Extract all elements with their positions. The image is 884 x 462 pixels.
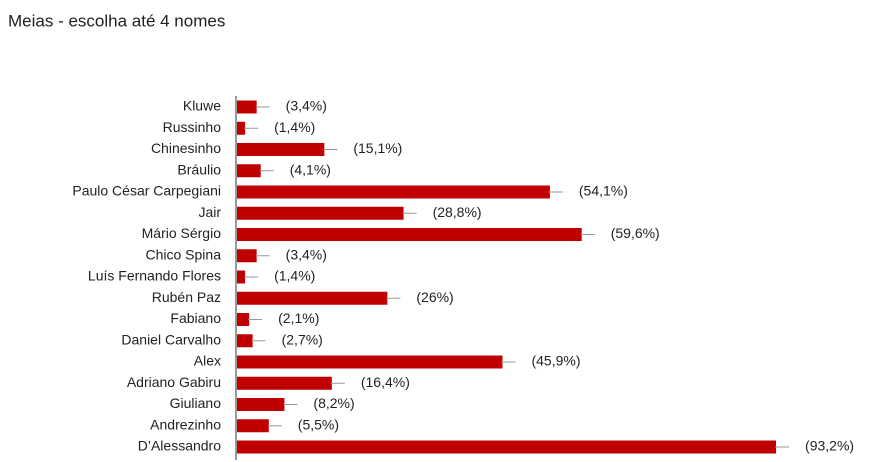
value-label: (2,7%) — [282, 331, 323, 347]
value-label: (28,8%) — [433, 204, 482, 220]
bar — [237, 419, 269, 433]
y-tick-label: Alex — [194, 353, 221, 369]
y-tick-label: D’Alessandro — [138, 438, 221, 454]
value-label: (54,1%) — [579, 183, 628, 199]
y-tick-label: Jair — [198, 204, 221, 220]
y-tick-label: Adriano Gabiru — [127, 374, 221, 390]
value-label: (1,4%) — [274, 119, 315, 135]
value-label: (4,1%) — [290, 161, 331, 177]
bar — [237, 440, 777, 454]
value-label: (3,4%) — [286, 246, 327, 262]
y-tick-label: Russinho — [163, 119, 222, 135]
y-tick-label: Daniel Carvalho — [121, 331, 221, 347]
value-label: (3,4%) — [286, 98, 327, 114]
bar — [237, 355, 503, 369]
value-label: (45,9%) — [531, 353, 580, 369]
value-label: (8,2%) — [313, 395, 354, 411]
bar — [237, 100, 257, 114]
bar — [237, 143, 325, 156]
value-label: (59,6%) — [611, 225, 660, 241]
y-tick-label: Andrezinho — [150, 416, 221, 432]
bar — [237, 334, 253, 348]
bar — [237, 206, 404, 220]
bar — [237, 270, 246, 284]
value-label: (5,5%) — [298, 416, 339, 432]
y-tick-label: Fabiano — [170, 310, 221, 326]
y-tick-label: Chico Spina — [146, 246, 222, 262]
value-label: (93,2%) — [805, 438, 854, 454]
y-tick-label: Luís Fernando Flores — [88, 268, 221, 284]
bar — [237, 313, 250, 326]
y-tick-label: Giuliano — [170, 395, 222, 411]
value-label: (2,1%) — [278, 310, 319, 326]
value-label: (16,4%) — [361, 374, 410, 390]
y-tick-label: Paulo César Carpegiani — [72, 183, 221, 199]
bar — [237, 398, 285, 411]
y-tick-label: Mário Sérgio — [142, 225, 222, 241]
bar — [237, 185, 550, 199]
bar — [237, 249, 257, 263]
bar — [237, 228, 582, 241]
bar — [237, 291, 388, 305]
bar — [237, 121, 246, 135]
value-label: (15,1%) — [353, 140, 402, 156]
chart-title: Meias - escolha até 4 nomes — [8, 11, 225, 30]
bar — [237, 164, 261, 178]
y-tick-label: Chinesinho — [151, 140, 221, 156]
bar — [237, 376, 332, 390]
y-tick-label: Kluwe — [183, 98, 221, 114]
value-label: (26%) — [416, 289, 453, 305]
y-tick-label: Bráulio — [177, 161, 221, 177]
y-tick-label: Rubén Paz — [152, 289, 221, 305]
value-label: (1,4%) — [274, 268, 315, 284]
